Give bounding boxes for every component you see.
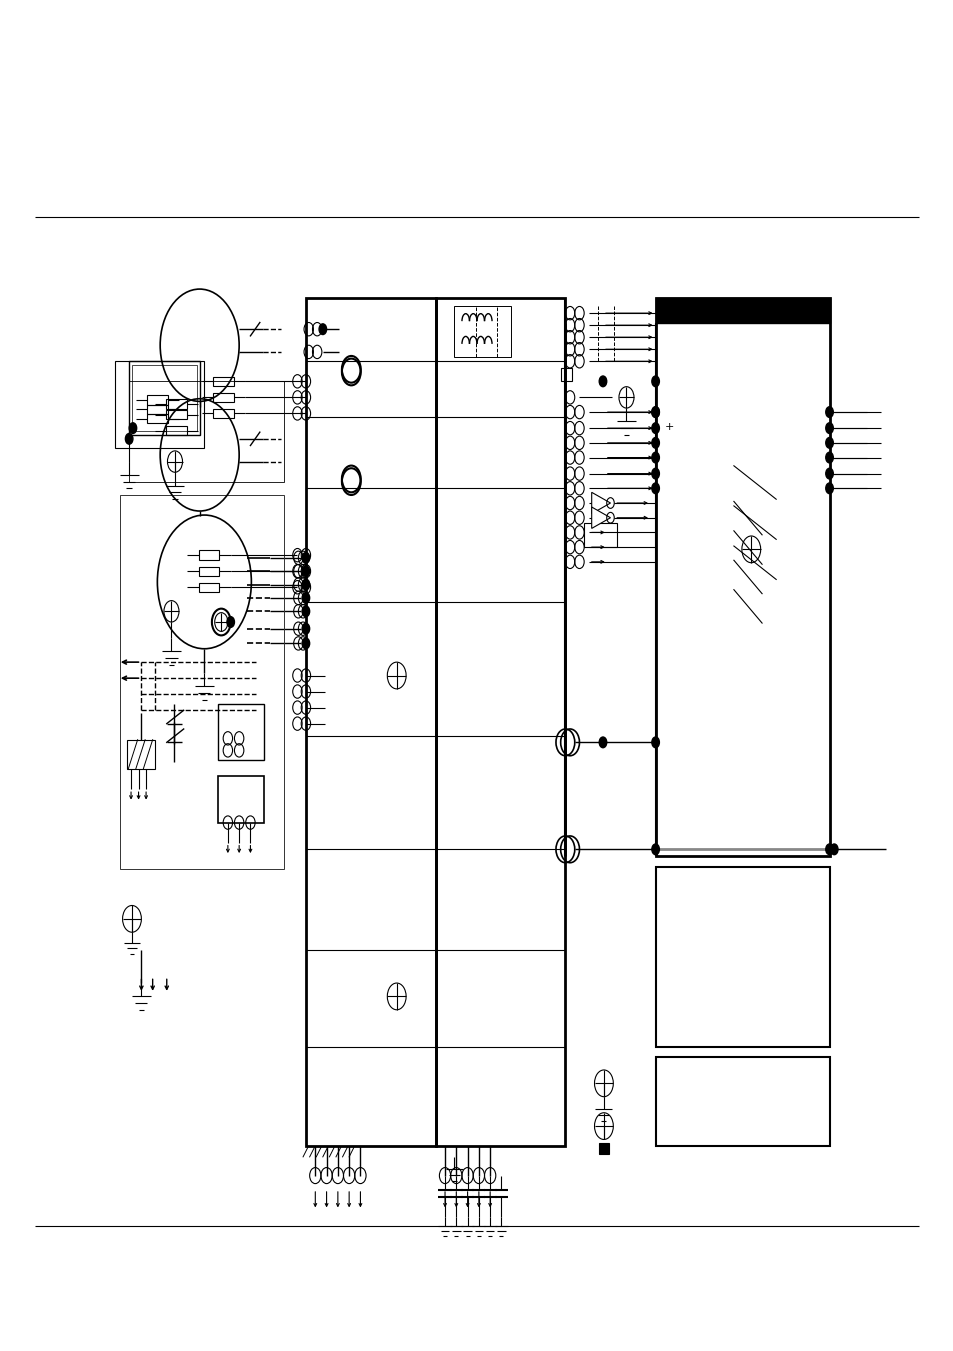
Polygon shape — [591, 507, 610, 528]
Bar — [198, 582, 219, 592]
Circle shape — [125, 434, 132, 444]
Circle shape — [825, 423, 832, 434]
Circle shape — [651, 738, 659, 747]
Polygon shape — [591, 492, 610, 513]
Bar — [198, 550, 219, 559]
Bar — [583, 523, 617, 547]
Circle shape — [651, 453, 659, 463]
Bar — [218, 775, 263, 823]
Circle shape — [318, 324, 326, 335]
Bar — [454, 307, 510, 357]
Bar — [436, 299, 565, 1146]
Bar — [147, 405, 168, 415]
Circle shape — [302, 638, 310, 648]
Text: +: + — [664, 422, 674, 432]
Circle shape — [825, 407, 832, 417]
Circle shape — [302, 607, 310, 616]
Circle shape — [598, 738, 606, 747]
Circle shape — [651, 469, 659, 480]
Circle shape — [598, 376, 606, 386]
Circle shape — [302, 553, 310, 563]
Circle shape — [651, 376, 659, 386]
Bar — [655, 299, 829, 323]
Circle shape — [302, 580, 310, 590]
Bar — [127, 740, 155, 769]
Bar — [213, 377, 233, 386]
Bar — [166, 400, 186, 409]
Circle shape — [129, 423, 136, 434]
Circle shape — [825, 438, 832, 449]
Circle shape — [651, 423, 659, 434]
Bar — [213, 393, 233, 403]
Bar — [655, 867, 829, 1047]
Circle shape — [302, 593, 310, 604]
Circle shape — [302, 623, 310, 634]
Bar — [655, 1056, 829, 1146]
Bar — [655, 299, 829, 857]
Bar — [218, 704, 263, 759]
Circle shape — [830, 844, 837, 855]
Bar — [132, 365, 196, 431]
Circle shape — [651, 482, 659, 493]
Bar — [306, 299, 436, 1146]
Bar — [147, 396, 168, 405]
Bar — [147, 415, 168, 423]
Bar — [115, 361, 204, 449]
Bar — [560, 367, 572, 381]
Bar — [120, 494, 284, 870]
Circle shape — [825, 482, 832, 493]
Circle shape — [227, 616, 234, 627]
Bar — [598, 1143, 608, 1154]
Circle shape — [825, 453, 832, 463]
Bar — [129, 381, 284, 481]
Bar — [198, 566, 219, 576]
Circle shape — [825, 469, 832, 480]
Circle shape — [302, 566, 310, 577]
Circle shape — [651, 438, 659, 449]
Circle shape — [825, 844, 832, 855]
Bar — [166, 411, 186, 419]
Bar — [129, 361, 199, 435]
Circle shape — [651, 407, 659, 417]
Circle shape — [651, 407, 659, 417]
Bar — [166, 426, 186, 435]
Circle shape — [651, 844, 659, 855]
Bar — [213, 409, 233, 417]
